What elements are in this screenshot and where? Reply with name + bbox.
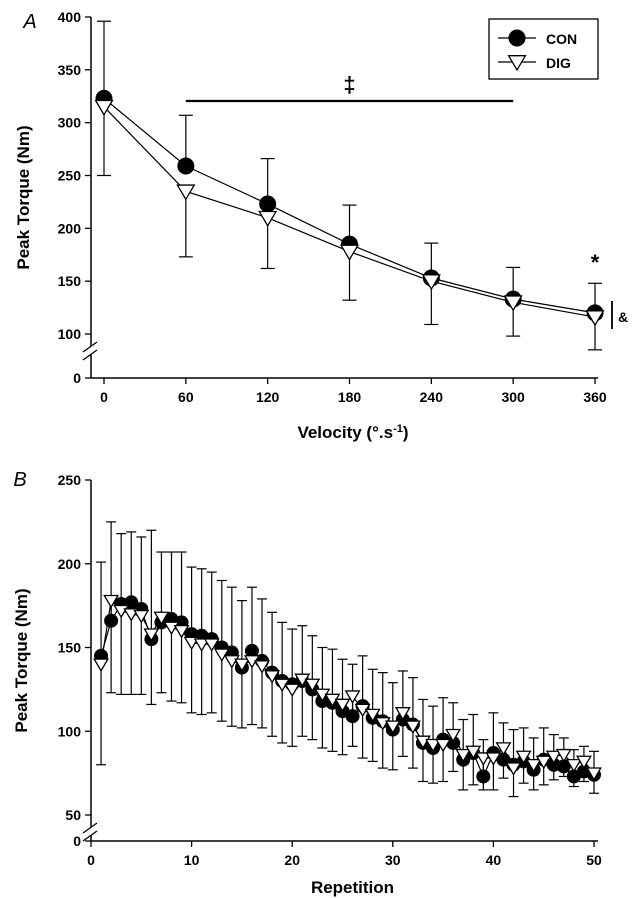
data-point-dig	[213, 648, 230, 662]
y-tick-label: 150	[58, 640, 82, 656]
significance-double-dagger: ‡	[343, 72, 355, 97]
axis-break-mark	[82, 349, 98, 361]
data-point-dig	[465, 745, 482, 760]
data-point-dig	[203, 638, 220, 652]
y-tick-label: 200	[58, 220, 82, 236]
data-point-dig	[545, 750, 562, 765]
y-tick-label: 100	[58, 326, 82, 342]
data-point-dig	[176, 184, 196, 201]
legend-label-dig: DIG	[546, 55, 571, 71]
data-point-dig	[334, 698, 351, 713]
data-point-dig	[404, 720, 421, 734]
data-point-dig	[575, 755, 592, 770]
data-point-dig	[445, 728, 462, 743]
y-tick-label: 400	[58, 9, 82, 25]
x-tick-label: 20	[284, 852, 300, 868]
panel-label: A	[22, 11, 36, 33]
data-point-dig	[143, 628, 160, 642]
y-tick-label: 250	[58, 472, 82, 488]
y-tick-label: 0	[73, 370, 81, 386]
data-point-dig	[425, 738, 442, 753]
data-point-dig	[475, 752, 492, 766]
y-tick-label: 200	[58, 556, 82, 572]
data-point-dig	[304, 678, 321, 693]
data-point-dig	[93, 658, 110, 673]
data-point-dig	[435, 738, 452, 753]
data-point-dig	[173, 624, 190, 639]
data-point-dig	[394, 707, 411, 721]
axis-break-mark	[82, 341, 98, 353]
data-point-dig	[585, 310, 605, 327]
data-point-dig	[103, 594, 120, 609]
data-point-dig	[233, 658, 250, 673]
data-point-dig	[344, 690, 361, 704]
data-point-dig	[339, 244, 360, 261]
data-point-dig	[503, 295, 523, 312]
legend-marker-con	[508, 29, 526, 47]
significance-asterisk: *	[591, 250, 600, 275]
y-axis-title: Peak Torque (Nm)	[14, 125, 33, 269]
data-point-dig	[284, 683, 301, 698]
data-point-dig	[94, 99, 114, 117]
x-tick-label: 240	[420, 389, 444, 405]
x-tick-label: 0	[87, 852, 95, 868]
data-point-dig	[364, 708, 381, 723]
y-tick-label: 0	[73, 833, 81, 849]
data-point-con	[104, 613, 119, 628]
data-point-dig	[153, 611, 170, 626]
x-tick-label: 60	[178, 389, 194, 405]
axis-break-mark	[82, 830, 98, 842]
panel-a: A 100 150 200 250 300 350 400 0 0 60 120 180 240 300 36…	[14, 9, 628, 442]
y-tick-label: 300	[58, 115, 82, 131]
panel-label: B	[13, 469, 26, 491]
data-point-dig	[254, 660, 270, 674]
y-tick-label: 350	[58, 62, 82, 78]
data-point-dig	[535, 755, 552, 770]
data-point-dig	[264, 670, 281, 684]
x-tick-label: 300	[501, 389, 525, 405]
x-tick-label: 0	[100, 389, 108, 405]
significance-ampersand: &	[618, 309, 628, 325]
data-point-con	[345, 709, 360, 724]
x-axis-title: Repetition	[311, 878, 394, 897]
panel-b: B 50 100 150 200 250 00 10 20 30 40 50 Peak Torque (…	[12, 469, 602, 897]
data-point-dig	[384, 720, 401, 734]
data-point-dig	[525, 758, 542, 773]
data-point-dig	[193, 638, 210, 652]
data-point-dig	[421, 274, 441, 291]
x-tick-label: 180	[338, 389, 362, 405]
x-tick-label: 50	[586, 852, 602, 868]
x-tick-label: 40	[486, 852, 502, 868]
y-axis-title: Peak Torque (Nm)	[12, 588, 31, 732]
y-tick-label: 250	[58, 168, 82, 184]
x-axis-title: Velocity (°.s-1)	[297, 423, 408, 442]
legend-marker-dig	[507, 55, 527, 72]
legend-label-con: CON	[546, 31, 577, 47]
data-point-dig	[505, 762, 522, 776]
data-point-dig	[485, 752, 502, 766]
y-tick-label: 150	[58, 273, 82, 289]
data-point-dig	[455, 748, 472, 763]
data-point-dig	[565, 758, 582, 773]
data-point-dig	[515, 750, 532, 765]
x-tick-label: 360	[583, 389, 607, 405]
y-tick-label: 50	[65, 807, 81, 823]
data-point-dig	[133, 609, 150, 624]
data-point-dig	[586, 767, 602, 781]
data-point-con	[259, 195, 277, 213]
data-point-con	[177, 157, 195, 175]
x-tick-label: 120	[256, 389, 280, 405]
data-point-con	[476, 769, 491, 784]
axis-break-mark	[82, 822, 98, 834]
data-point-dig	[555, 748, 572, 763]
legend-box	[488, 18, 599, 80]
data-point-dig	[495, 742, 512, 756]
x-tick-label: 10	[184, 852, 200, 868]
y-tick-label: 100	[58, 723, 82, 739]
x-tick-label: 30	[385, 852, 401, 868]
data-point-dig	[258, 210, 278, 228]
